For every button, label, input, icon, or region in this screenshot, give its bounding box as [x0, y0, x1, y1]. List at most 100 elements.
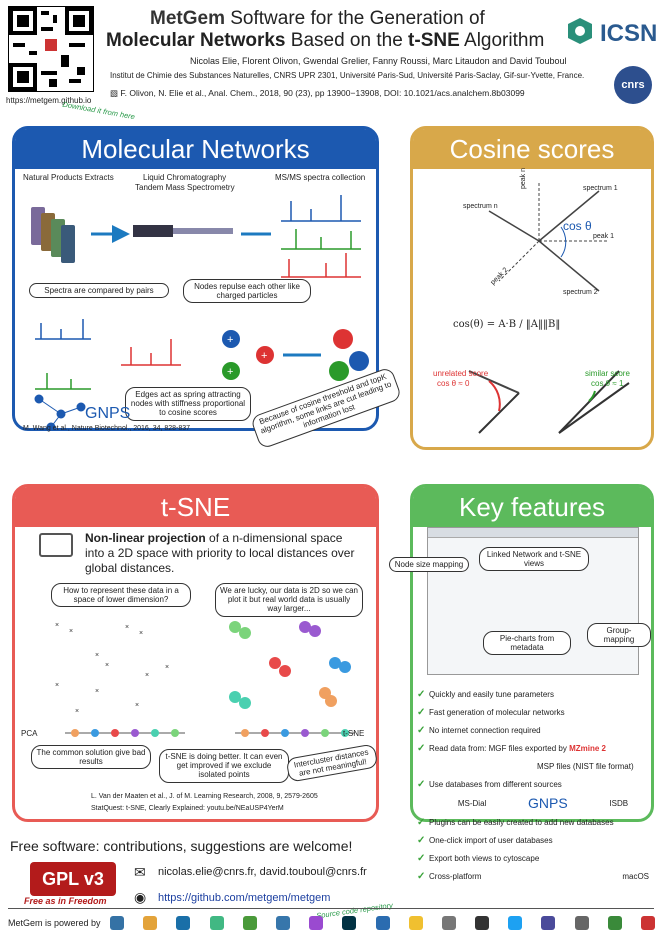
unrelated-label: unrelated score — [433, 369, 489, 378]
cosine-diagram — [468, 181, 630, 434]
powered-by: MetGem is powered by — [8, 918, 101, 928]
spectrum2-label: spectrum 2 — [563, 289, 598, 296]
tsne-description: Non-linear projection of a n-dimensional… — [85, 531, 355, 575]
feature-item: ✓ Read data from: MGF files exported by M… — [417, 742, 606, 754]
dependency-logo — [541, 916, 556, 930]
icsn-logo: ICSN — [568, 14, 657, 60]
feature-item: ✓ Use databases from different sources — [417, 778, 562, 790]
database-logos: MS-Dial GNPS ISDB — [457, 795, 629, 811]
qr-code — [8, 6, 94, 92]
svg-text:×: × — [125, 624, 129, 631]
dependency-logo — [275, 916, 290, 930]
feature-list: ✓ Quickly and easily tune parameters ✓ Fas… — [417, 685, 649, 885]
dependency-logo — [309, 916, 324, 930]
step-lc: Liquid Chromatography — [143, 173, 227, 182]
poster-title-line2: Molecular Networks Based on the t-SNE Al… — [106, 30, 545, 51]
mn-reference: M. Wang et al., Nature Biotechnol., 2016… — [23, 425, 191, 432]
tsne-panel: t-SNE Non-linear projection of a n-dimen… — [12, 484, 379, 822]
svg-text:×: × — [55, 622, 59, 629]
statquest-reference: StatQuest: t-SNE, Clearly Explained: you… — [91, 805, 284, 812]
cosine-scores-panel: Cosine scores spectrum 1 spectrum n spec… — [410, 126, 654, 450]
dependency-logo — [176, 916, 191, 930]
svg-text:×: × — [75, 708, 79, 715]
svg-text:×: × — [95, 688, 99, 695]
panel-title: t-SNE — [15, 487, 376, 527]
step-extracts: Natural Products Extracts — [23, 173, 114, 182]
svg-text:+: + — [261, 350, 267, 362]
institute: Institut de Chimie des Substances Nature… — [110, 71, 585, 80]
callout-node-size: Node size mapping — [389, 557, 469, 573]
svg-text:+: + — [227, 366, 233, 378]
contact-email[interactable]: nicolas.elie@cnrs.fr, david.touboul@cnrs… — [158, 866, 367, 878]
lucky-bubble: We are lucky, our data is 2D so we can p… — [215, 583, 363, 617]
unrelated-value: cos θ ≈ 0 — [437, 379, 470, 388]
download-note: Download it from here — [61, 99, 136, 122]
network-illustration: + + + — [31, 195, 369, 429]
tsne-plots: × × × × × × × × × × × × — [55, 621, 355, 737]
dependency-logo — [408, 916, 423, 930]
cosine-formula: cos(θ) = A·B / ‖A‖‖B‖ — [453, 319, 561, 330]
dependency-logo — [607, 916, 622, 930]
feature-item: ✓ One-click import of user databases — [417, 834, 553, 846]
email-icon: ✉ — [134, 864, 146, 880]
dependency-logo — [110, 916, 124, 930]
dependency-logo — [342, 916, 357, 930]
globe-icon: ◉ — [134, 889, 147, 905]
common-solution-bubble: The common solution give bad results — [31, 745, 151, 770]
theta-label: cos θ — [563, 219, 592, 233]
poster-title-line1: MetGem Software for the Generation of — [150, 8, 485, 29]
svg-text:+: + — [227, 334, 233, 346]
paper-icon: ▧ — [110, 88, 119, 98]
panel-title: Molecular Networks — [15, 129, 376, 169]
dependency-logo — [209, 916, 224, 930]
dependency-logo — [441, 916, 456, 930]
gpl-tagline: Free as in Freedom — [24, 896, 107, 906]
free-software-banner: Free software: contributions, suggestion… — [10, 838, 353, 854]
callout-group-mapping: Group-mapping — [587, 623, 651, 648]
question-bubble: How to represent these data in a space o… — [51, 583, 191, 608]
svg-text:×: × — [105, 662, 109, 669]
peakn-label: peak n — [520, 167, 528, 190]
feature-item: ✓ Quickly and easily tune parameters — [417, 688, 554, 700]
gnps-logo: GNPS — [85, 405, 131, 422]
key-features-panel: Key features Node size mapping Linked Ne… — [389, 484, 654, 882]
dependency-logo — [143, 916, 158, 930]
spectrumn-label: spectrum n — [463, 203, 498, 210]
step-spectra: MS/MS spectra collection — [275, 173, 366, 182]
panel-title: Key features — [413, 487, 651, 527]
similar-label: similar score — [585, 369, 630, 378]
svg-text:×: × — [55, 682, 59, 689]
peak1-label: peak 1 — [593, 233, 615, 240]
panel-title: Cosine scores — [413, 129, 651, 169]
svg-text:×: × — [145, 672, 149, 679]
dependency-logo — [375, 916, 390, 930]
github-link[interactable]: https://github.com/metgem/metgem — [158, 892, 331, 904]
feature-item: ✓ No internet connection required — [417, 724, 541, 736]
feature-item: ✓ Cross-platform macOS — [417, 870, 649, 882]
book-icon — [39, 533, 73, 557]
pca-label: PCA — [21, 729, 38, 738]
feature-item: ✓ Fast generation of molecular networks — [417, 706, 565, 718]
dependency-logo — [641, 916, 655, 930]
svg-text:×: × — [135, 702, 139, 709]
gpl-logo: GPL v3 — [30, 862, 116, 896]
feature-item: MSP files (NIST file format) — [537, 761, 634, 771]
footer-divider — [8, 908, 654, 909]
svg-text:×: × — [139, 630, 143, 637]
feature-item: ✓ Plugins can be easily created to add ne… — [417, 816, 614, 828]
spectrum1-label: spectrum 1 — [583, 185, 618, 192]
tsne-better-bubble: t-SNE is doing better. It can even get i… — [159, 749, 289, 783]
project-url[interactable]: https://metgem.github.io — [6, 96, 92, 105]
svg-text:×: × — [95, 652, 99, 659]
svg-text:×: × — [69, 628, 73, 635]
bubble-pairs: Spectra are compared by pairs — [29, 283, 169, 299]
bubble-repulse: Nodes repulse each other like charged pa… — [183, 279, 311, 304]
tsne-axis-label: t-SNE — [343, 729, 365, 738]
dependency-logos — [110, 914, 655, 932]
citation: ▧ F. Olivon, N. Elie et al., Anal. Chem.… — [110, 88, 525, 98]
dependency-logo — [242, 916, 257, 930]
svg-text:×: × — [165, 664, 169, 671]
molecular-networks-panel: Molecular Networks Natural Products Extr… — [12, 126, 403, 450]
dependency-logo — [508, 916, 523, 930]
feature-item: ✓ Export both views to cytoscape — [417, 852, 540, 864]
